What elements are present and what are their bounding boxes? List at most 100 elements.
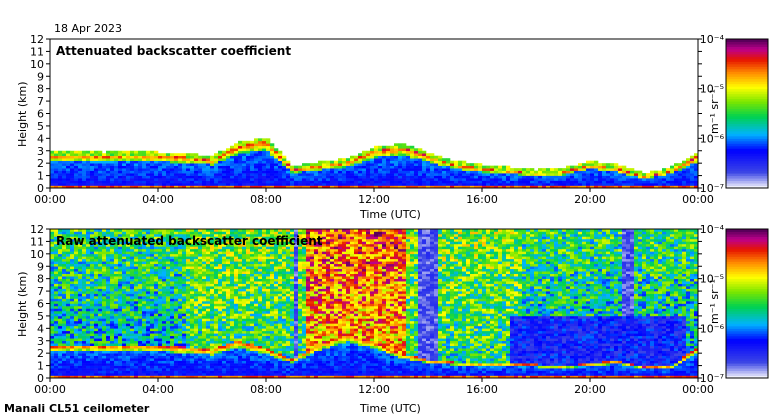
heat-cell [178,328,183,332]
heat-cell [218,233,223,237]
heat-cell [170,183,175,186]
heat-cell [222,243,227,247]
heat-cell [146,233,151,237]
heat-cell [490,183,495,186]
heat-cell [658,175,663,179]
heat-cell [366,155,371,159]
heat-cell [234,375,239,379]
heat-cell [170,305,175,309]
heat-cell [150,293,155,297]
heat-cell [326,173,331,176]
heat-cell [110,241,115,245]
heat-cell [218,315,223,319]
heat-cell [98,330,103,334]
heat-cell [114,293,119,297]
heat-cell [222,231,227,235]
heat-cell [146,288,151,292]
heat-cell [190,236,195,240]
heat-cell [154,271,159,274]
heat-cell [666,168,671,171]
heat-cell [266,168,271,171]
heat-cell [170,276,175,279]
heat-cell [210,358,215,361]
heat-cell [114,286,119,289]
heat-cell [78,170,83,174]
heat-cell [226,333,231,337]
heat-cell [114,345,119,349]
heat-cell [198,301,203,304]
heat-cell [130,153,135,157]
heat-cell [130,333,135,337]
heat-cell [426,155,431,159]
heat-cell [186,158,191,161]
heat-cell [66,325,71,329]
heat-cell [150,251,155,255]
heat-cell [50,251,55,255]
heat-cell [82,286,87,289]
heat-cell [278,178,283,181]
heat-cell [622,173,627,176]
heat-cell [214,273,219,277]
colorbar-swatch [726,133,768,137]
heat-cell [554,185,559,189]
heat-cell [146,231,151,235]
heat-cell [194,328,199,332]
heat-cell [330,165,335,169]
heat-cell [66,153,71,157]
heat-cell [58,165,63,169]
heat-cell [150,350,155,354]
heat-cell [118,370,123,374]
heat-cell [162,163,167,166]
heat-cell [82,330,87,334]
heat-cell [330,160,335,164]
heat-cell [186,333,191,337]
heat-cell [230,246,235,250]
heat-cell [126,328,131,332]
heat-cell [158,160,163,164]
heat-cell [214,343,219,347]
heat-cell [130,266,135,270]
heat-cell [222,236,227,240]
heat-cell [94,158,99,161]
heat-cell [90,173,95,176]
heat-cell [194,350,199,354]
heat-cell [250,148,255,152]
heat-cell [302,170,307,174]
heat-cell [586,160,591,164]
heat-cell [394,148,399,152]
heat-cell [198,325,203,329]
heat-cell [98,288,103,292]
heat-cell [82,229,87,232]
heat-cell [170,238,175,242]
heat-cell [486,185,491,189]
heat-cell [178,375,183,379]
heat-cell [450,168,455,171]
heat-cell [586,178,591,181]
heat-cell [410,160,415,164]
heat-cell [270,173,275,176]
heat-cell [74,178,79,181]
heat-cell [110,233,115,237]
heat-cell [234,178,239,181]
heat-cell [194,268,199,272]
heat-cell [618,185,623,189]
heat-cell [198,273,203,277]
heat-cell [134,310,139,314]
heat-cell [118,365,123,369]
heat-cell [242,178,247,181]
heat-cell [122,358,127,361]
heat-cell [110,229,115,232]
heat-cell [182,365,187,369]
heat-cell [690,183,695,186]
heat-cell [190,283,195,287]
heat-cell [114,338,119,342]
heat-cell [218,236,223,240]
heat-cell [86,268,91,272]
heat-cell [190,343,195,347]
heat-cell [162,160,167,164]
heat-cell [102,251,107,255]
heat-cell [138,178,143,181]
heat-cell [430,163,435,166]
heat-cell [90,241,95,245]
heat-cell [130,318,135,322]
